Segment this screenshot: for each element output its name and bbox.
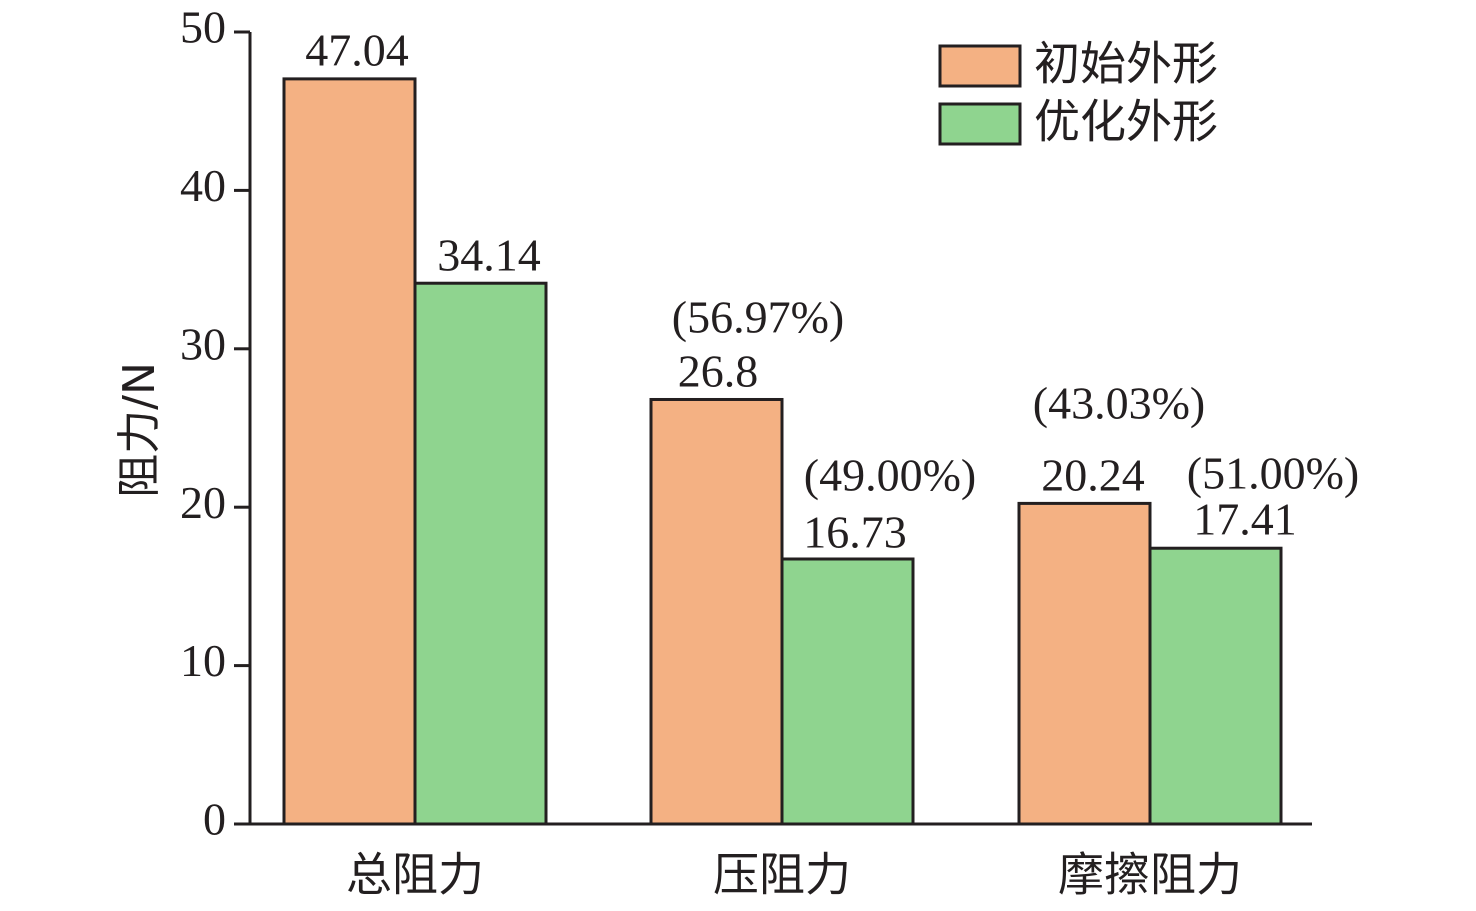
bar-optimized-1 <box>780 557 915 826</box>
data-label-value: 16.73 <box>803 507 907 558</box>
legend-label: 优化外形 <box>1034 95 1218 149</box>
x-tick-label: 摩擦阻力 <box>1058 848 1242 902</box>
y-tick-label: 0 <box>203 794 226 845</box>
y-tick-label: 30 <box>180 318 226 369</box>
data-label-percent: (49.00%) <box>804 450 976 501</box>
bar-optimized-2 <box>1148 546 1283 826</box>
legend-swatch <box>938 102 1022 146</box>
legend-label: 初始外形 <box>1034 37 1218 91</box>
y-tick-label: 40 <box>180 160 226 211</box>
y-axis-title: 阻力/N <box>114 362 165 498</box>
bar-initial-1 <box>649 397 784 826</box>
axes: 0 10 20 30 40 50 总阻力 压阻力 摩擦阻力 <box>180 2 1312 902</box>
data-label-value: 20.24 <box>1041 450 1145 501</box>
y-tick-label: 10 <box>180 635 226 686</box>
x-tick-label: 总阻力 <box>346 848 484 902</box>
legend-swatch <box>938 44 1022 88</box>
data-labels: 47.04 26.8 20.24 (56.97%) (43.03%) 34.14 16.73… <box>305 25 1359 558</box>
y-tick-label: 50 <box>180 2 226 53</box>
bar-optimized-0 <box>413 281 548 826</box>
data-label-percent: (56.97%) <box>672 292 844 343</box>
data-label-value: 17.41 <box>1193 494 1297 545</box>
data-label-percent: (51.00%) <box>1187 448 1359 499</box>
data-label-percent: (43.03%) <box>1033 378 1205 429</box>
data-label-value: 47.04 <box>305 25 409 76</box>
data-label-value: 34.14 <box>437 230 541 281</box>
y-tick-label: 20 <box>180 477 226 528</box>
bars <box>282 77 1283 826</box>
bar-initial-2 <box>1017 501 1152 826</box>
data-label-value: 26.8 <box>678 346 759 397</box>
x-tick-label: 压阻力 <box>713 848 851 902</box>
bar-initial-0 <box>282 77 417 826</box>
